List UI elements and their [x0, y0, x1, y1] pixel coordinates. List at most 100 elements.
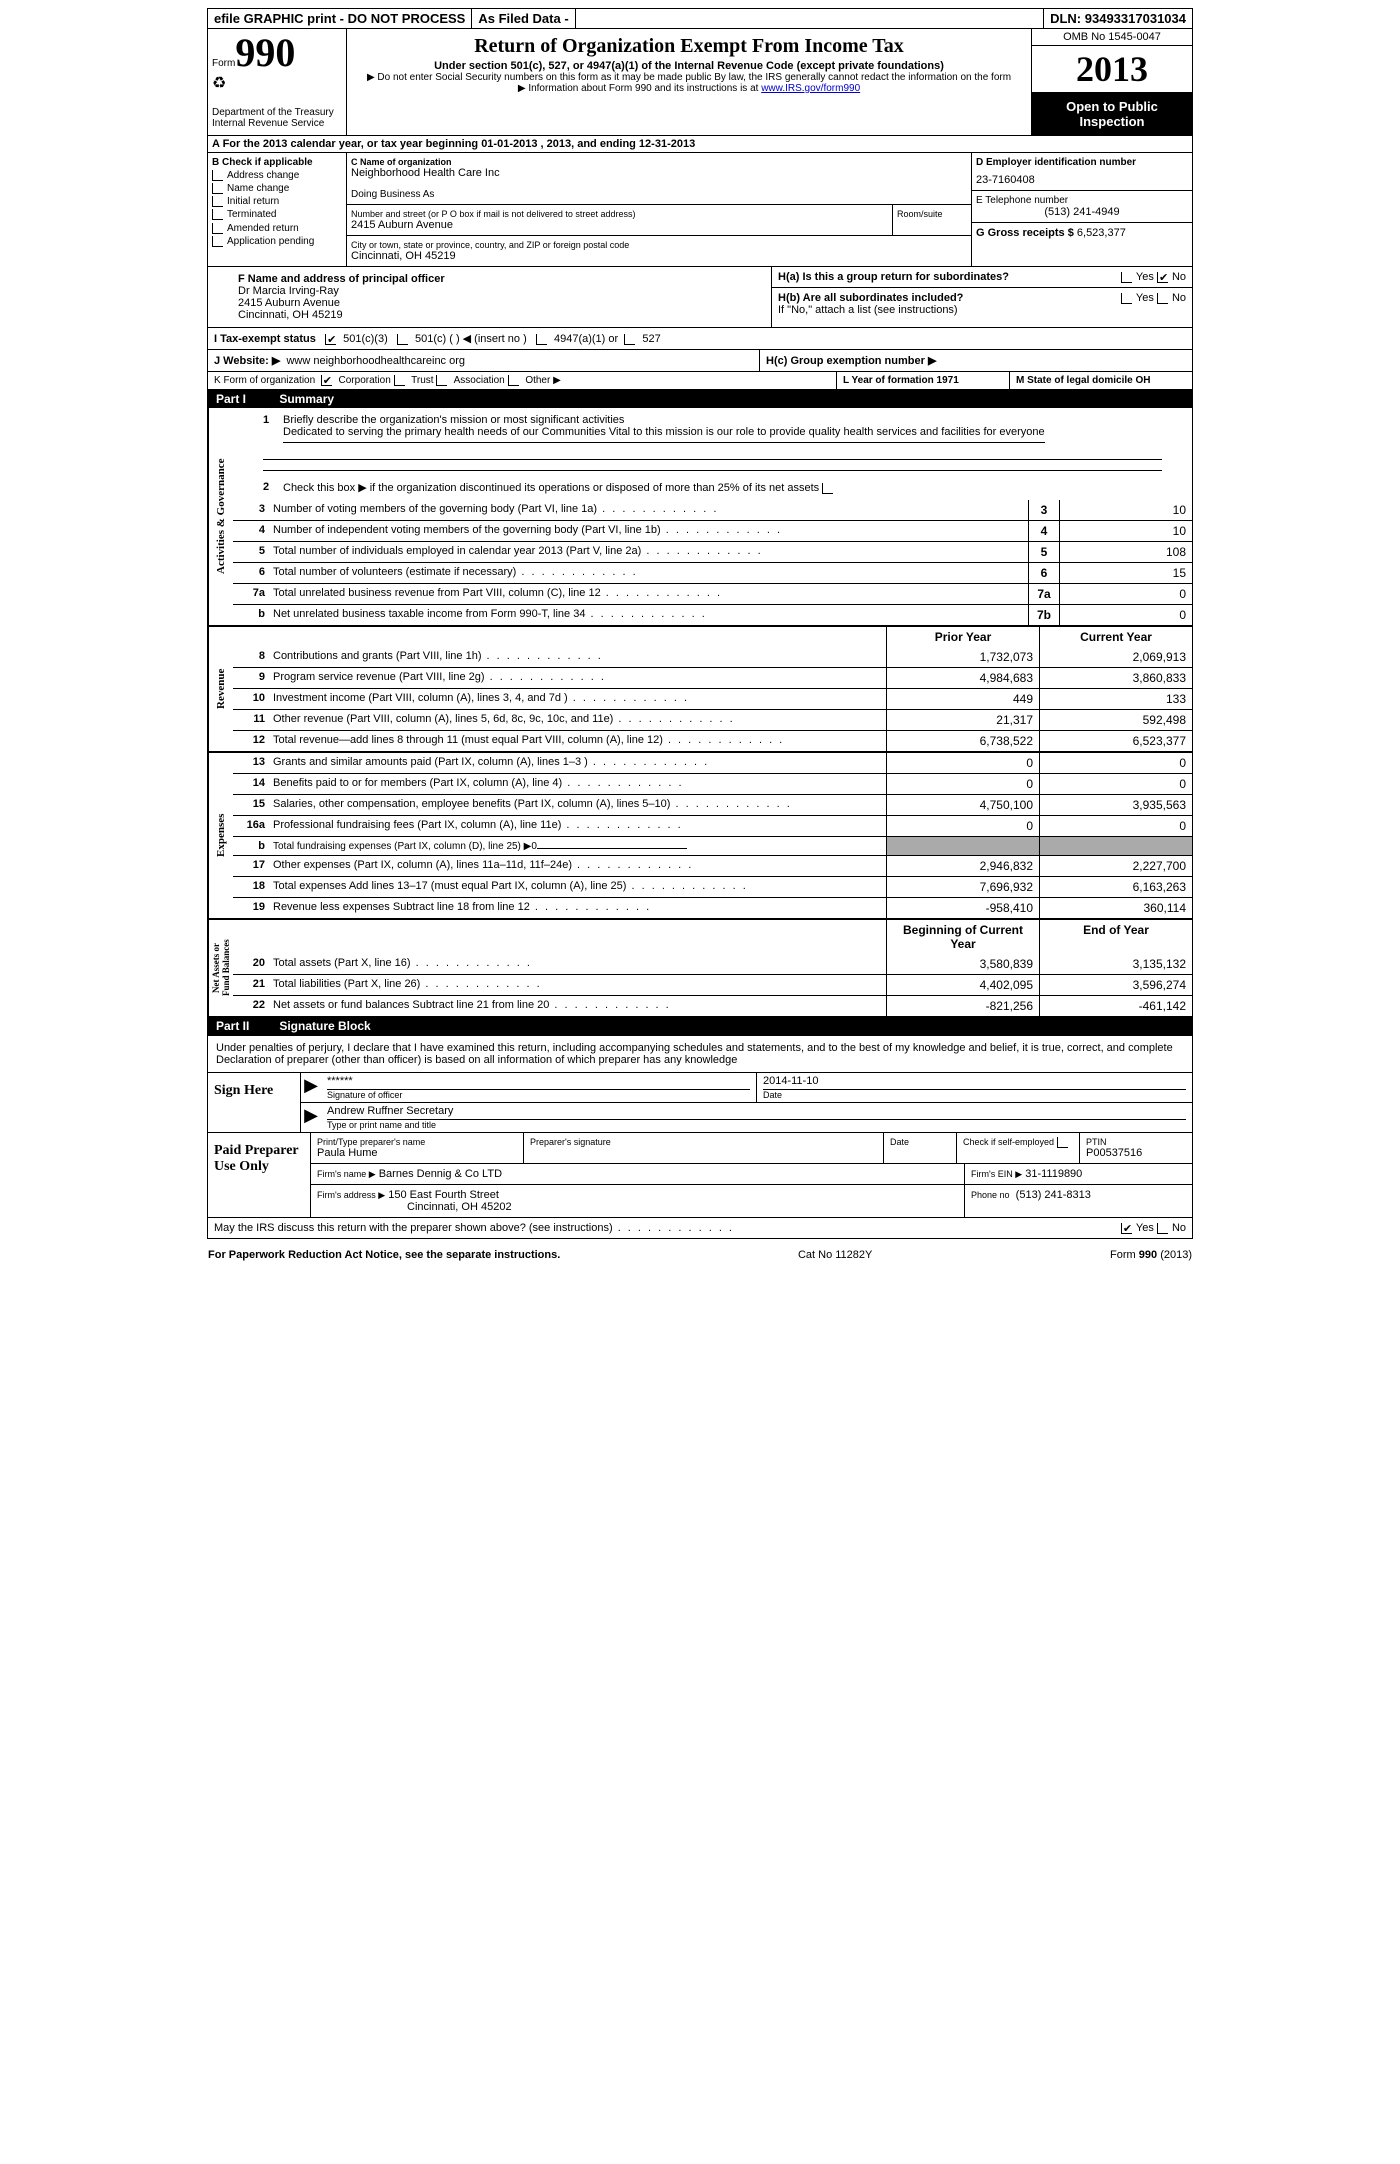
recycle-icon: ♻ — [212, 73, 342, 93]
data-line: 15 Salaries, other compensation, employe… — [233, 794, 1192, 815]
tax-year: 2013 — [1032, 46, 1192, 93]
line-a: A For the 2013 calendar year, or tax yea… — [208, 136, 1192, 153]
chk-hb-yes[interactable] — [1121, 293, 1132, 304]
chk-name-change[interactable] — [212, 183, 223, 194]
page-footer: For Paperwork Reduction Act Notice, see … — [208, 1243, 1192, 1267]
column-headers-na: Beginning of Current Year End of Year — [233, 920, 1192, 954]
side-label-governance: Activities & Governance — [208, 408, 233, 625]
gov-line: 3 Number of voting members of the govern… — [233, 500, 1192, 520]
telephone: (513) 241-4949 — [976, 206, 1188, 218]
irs-link[interactable]: www.IRS.gov/form990 — [761, 83, 860, 94]
part-2-header: Part II Signature Block — [208, 1017, 1192, 1035]
chk-terminated[interactable] — [212, 209, 223, 220]
org-city: Cincinnati, OH 45219 — [351, 250, 967, 262]
chk-4947[interactable] — [536, 334, 547, 345]
data-line: 17 Other expenses (Part IX, column (A), … — [233, 855, 1192, 876]
chk-assoc[interactable] — [436, 375, 447, 386]
col-d-e-g: D Employer identification number 23-7160… — [971, 153, 1192, 266]
side-label-netassets: Net Assets orFund Balances — [208, 920, 233, 1016]
data-line: 14 Benefits paid to or for members (Part… — [233, 773, 1192, 794]
chk-501c3[interactable] — [325, 334, 336, 345]
gov-line: 6 Total number of volunteers (estimate i… — [233, 562, 1192, 583]
chk-trust[interactable] — [394, 375, 405, 386]
gov-line: 4 Number of independent voting members o… — [233, 520, 1192, 541]
ptin: P00537516 — [1086, 1147, 1186, 1159]
column-headers-revenue: Prior Year Current Year — [233, 627, 1192, 647]
data-line: 19 Revenue less expenses Subtract line 1… — [233, 897, 1192, 918]
ein: 23-7160408 — [976, 174, 1188, 186]
firm-name: Barnes Dennig & Co LTD — [379, 1168, 502, 1180]
asfiled-label: As Filed Data - — [472, 9, 575, 28]
dln: DLN: 93493317031034 — [1044, 9, 1192, 28]
mission-text: Dedicated to serving the primary health … — [283, 426, 1045, 443]
org-name: Neighborhood Health Care Inc — [351, 167, 967, 179]
data-line: 11 Other revenue (Part VIII, column (A),… — [233, 709, 1192, 730]
chk-address-change[interactable] — [212, 170, 223, 181]
chk-501c[interactable] — [397, 334, 408, 345]
chk-discuss-no[interactable] — [1157, 1223, 1168, 1234]
spacer — [576, 9, 1044, 28]
form-header: Form990 ♻ Department of the Treasury Int… — [208, 29, 1192, 136]
chk-app-pending[interactable] — [212, 236, 223, 247]
data-line: 21 Total liabilities (Part X, line 26) 4… — [233, 974, 1192, 995]
chk-amended[interactable] — [212, 223, 223, 234]
col-c-org: C Name of organization Neighborhood Heal… — [347, 153, 971, 266]
expense-lines: 13 Grants and similar amounts paid (Part… — [233, 753, 1192, 918]
data-line: 16a Professional fundraising fees (Part … — [233, 815, 1192, 836]
chk-other[interactable] — [508, 375, 519, 386]
arrow-icon: ▶ — [301, 1073, 321, 1102]
efile-notice: efile GRAPHIC print - DO NOT PROCESS — [208, 9, 472, 28]
side-label-expenses: Expenses — [208, 753, 233, 918]
chk-corp[interactable] — [321, 375, 332, 386]
data-line: 18 Total expenses Add lines 13–17 (must … — [233, 876, 1192, 897]
chk-discontinued[interactable] — [822, 483, 833, 494]
governance-lines: 3 Number of voting members of the govern… — [233, 500, 1192, 625]
firm-phone: (513) 241-8313 — [1016, 1189, 1091, 1201]
row-k-l-m: K Form of organization Corporation Trust… — [208, 372, 1192, 390]
data-line: 20 Total assets (Part X, line 16) 3,580,… — [233, 954, 1192, 974]
data-line: 10 Investment income (Part VIII, column … — [233, 688, 1192, 709]
top-bar: efile GRAPHIC print - DO NOT PROCESS As … — [208, 9, 1192, 29]
firm-ein: 31-1119890 — [1025, 1168, 1082, 1180]
row-j-hc: J Website: ▶ www neighborhoodhealthcarei… — [208, 350, 1192, 372]
col-b-checkboxes: B Check if applicable Address change Nam… — [208, 153, 347, 266]
chk-hb-no[interactable] — [1157, 293, 1168, 304]
org-address: 2415 Auburn Avenue — [351, 219, 888, 231]
chk-discuss-yes[interactable] — [1121, 1223, 1132, 1234]
omb-number: OMB No 1545-0047 — [1032, 29, 1192, 46]
data-line: 12 Total revenue—add lines 8 through 11 … — [233, 730, 1192, 751]
form-title: Return of Organization Exempt From Incom… — [355, 35, 1023, 58]
data-line: 13 Grants and similar amounts paid (Part… — [233, 753, 1192, 773]
officer-name: Andrew Ruffner Secretary — [327, 1105, 1186, 1117]
section-activities-governance: Activities & Governance 1 Briefly descri… — [208, 408, 1192, 627]
chk-527[interactable] — [624, 334, 635, 345]
chk-ha-no[interactable] — [1157, 272, 1168, 283]
section-b-c-d: B Check if applicable Address change Nam… — [208, 153, 1192, 267]
discuss-row: May the IRS discuss this return with the… — [208, 1217, 1192, 1238]
form-990-page: efile GRAPHIC print - DO NOT PROCESS As … — [207, 8, 1193, 1239]
open-inspection: Open to Public Inspection — [1032, 93, 1192, 135]
signature-block: Sign Here ▶ ****** Signature of officer … — [208, 1072, 1192, 1132]
header-left: Form990 ♻ Department of the Treasury Int… — [208, 29, 347, 135]
gov-line: b Net unrelated business taxable income … — [233, 604, 1192, 625]
data-line: 8 Contributions and grants (Part VIII, l… — [233, 647, 1192, 667]
principal-officer: F Name and address of principal officer … — [208, 267, 771, 327]
part-1-header: Part I Summary — [208, 390, 1192, 408]
gross-receipts: 6,523,377 — [1077, 227, 1126, 239]
chk-self-employed[interactable] — [1057, 1137, 1068, 1148]
arrow-icon: ▶ — [301, 1103, 321, 1132]
chk-initial-return[interactable] — [212, 196, 223, 207]
chk-ha-yes[interactable] — [1121, 272, 1132, 283]
revenue-lines: 8 Contributions and grants (Part VIII, l… — [233, 647, 1192, 751]
netasset-lines: 20 Total assets (Part X, line 16) 3,580,… — [233, 954, 1192, 1016]
data-line: b Total fundraising expenses (Part IX, c… — [233, 836, 1192, 855]
perjury-statement: Under penalties of perjury, I declare th… — [208, 1035, 1192, 1072]
header-right: OMB No 1545-0047 2013 Open to Public Ins… — [1031, 29, 1192, 135]
sign-date: 2014-11-10 — [763, 1075, 1186, 1087]
header-center: Return of Organization Exempt From Incom… — [347, 29, 1031, 135]
side-label-revenue: Revenue — [208, 627, 233, 751]
row-i: I Tax-exempt status 501(c)(3) 501(c) ( )… — [208, 328, 1192, 350]
section-h: H(a) Is this a group return for subordin… — [771, 267, 1192, 327]
mission-block: 1 Briefly describe the organization's mi… — [233, 408, 1192, 500]
gov-line: 5 Total number of individuals employed i… — [233, 541, 1192, 562]
